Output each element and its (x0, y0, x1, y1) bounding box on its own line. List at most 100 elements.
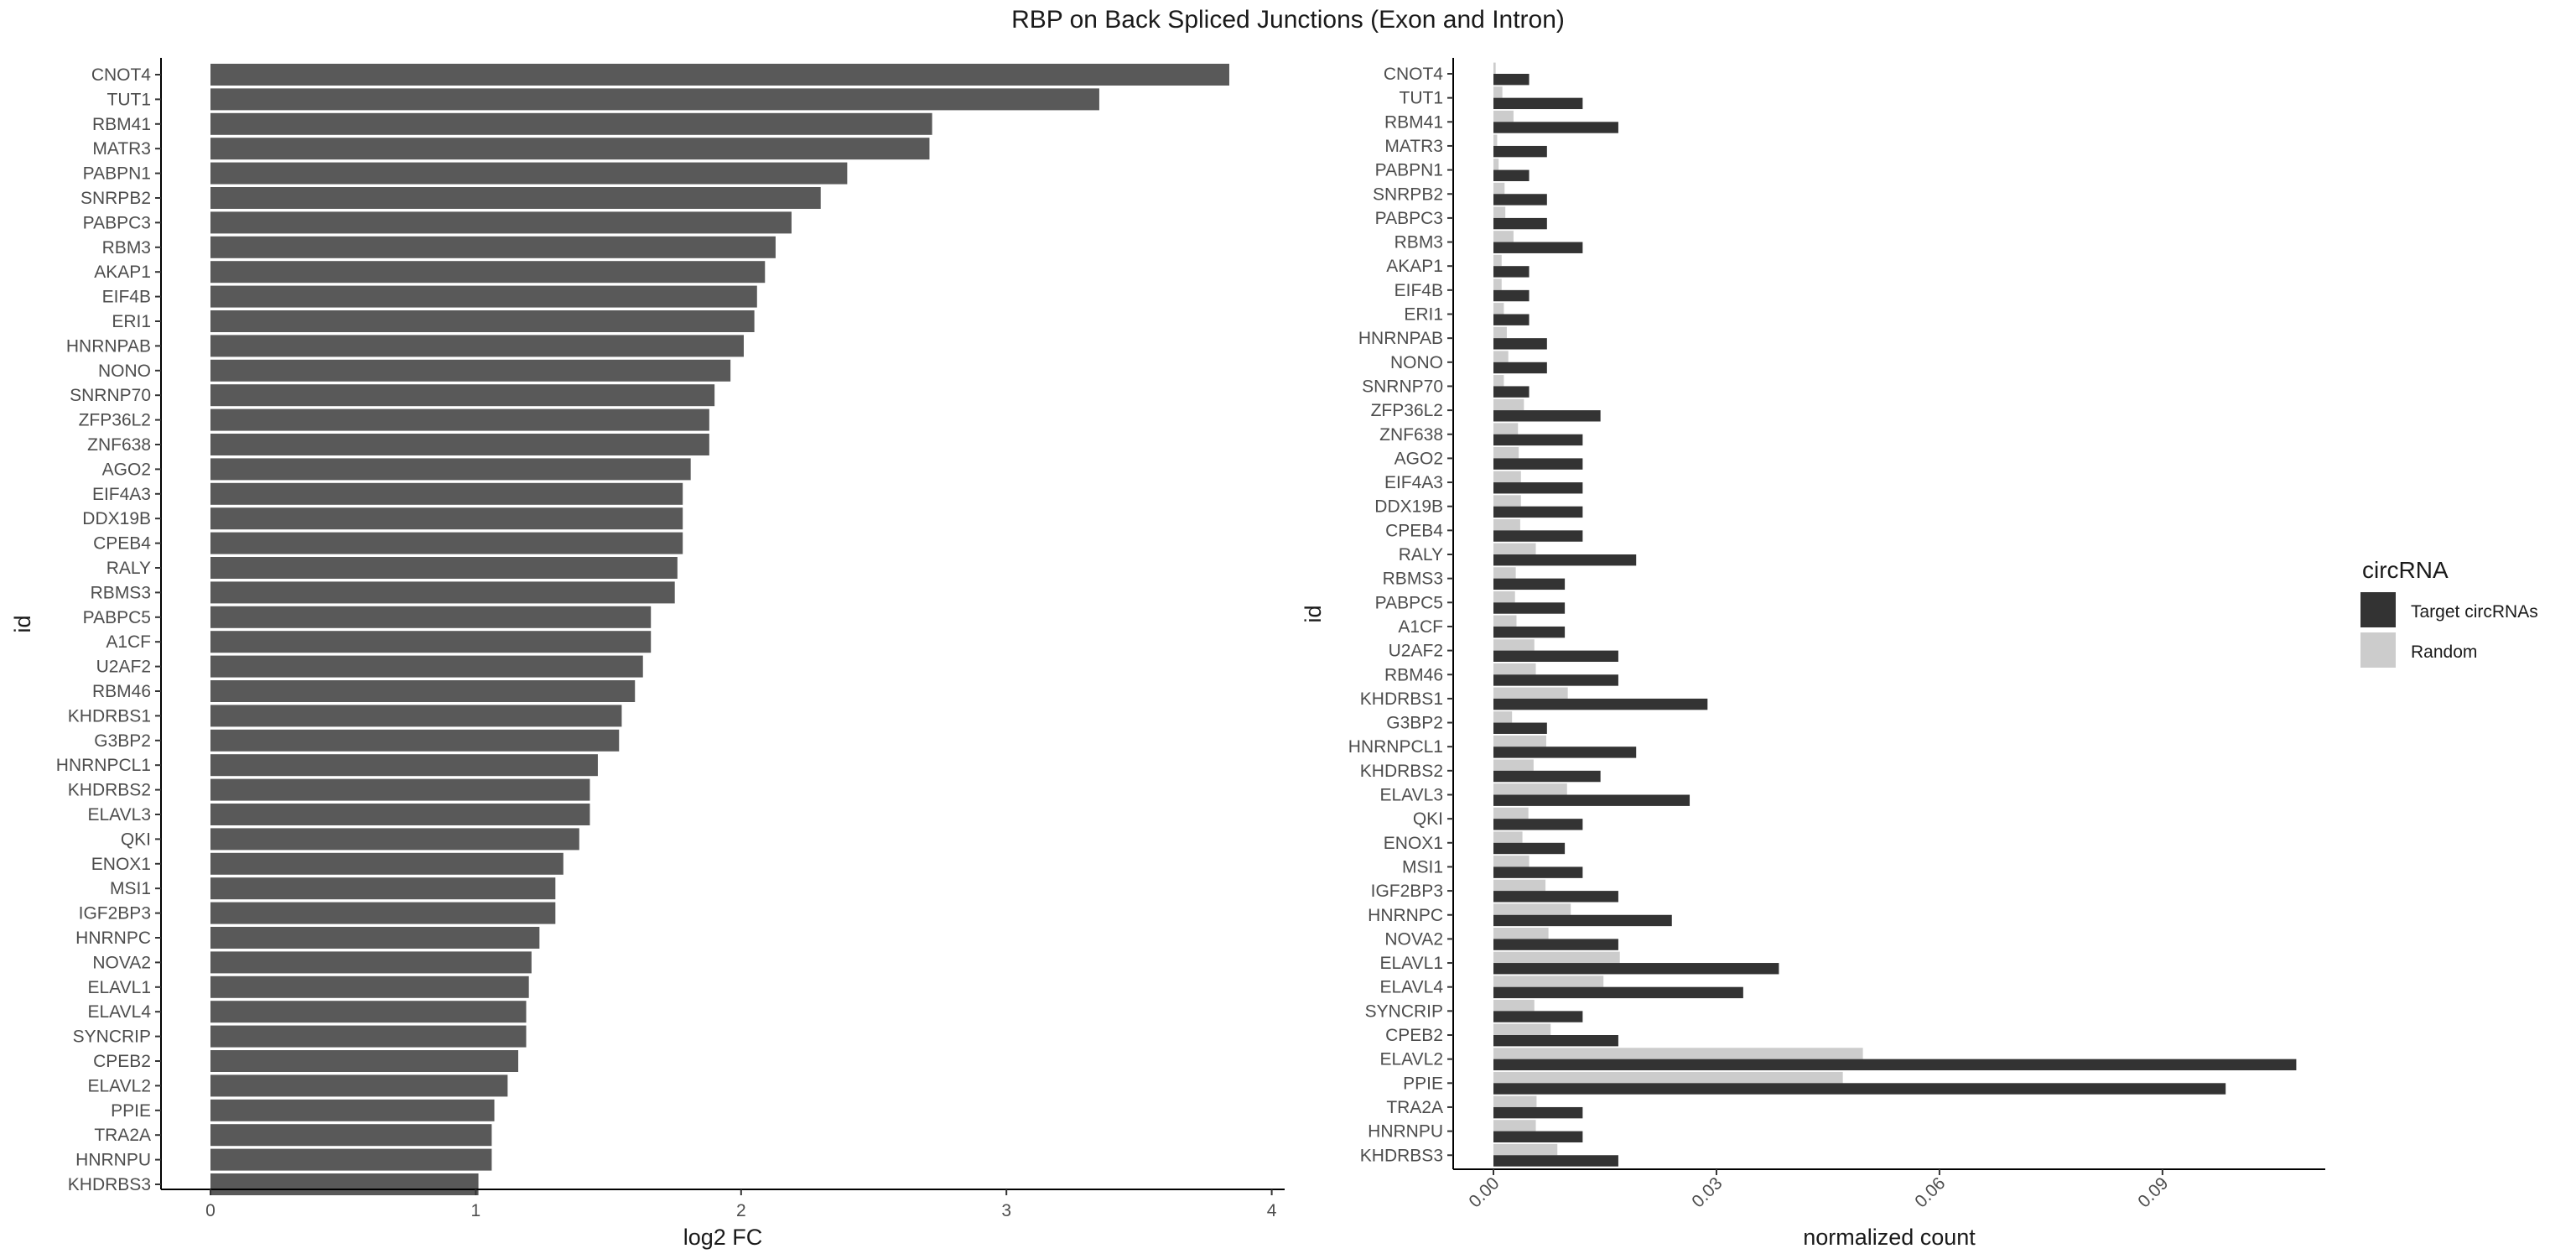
ytick-label-normalized-count: HNRNPCL1 (1348, 737, 1443, 757)
bar-random-snrnp70 (1493, 375, 1504, 387)
ytick-label-log2fc: MSI1 (110, 879, 151, 898)
bar-random-elavl1 (1493, 951, 1620, 964)
ytick-label-normalized-count: MSI1 (1402, 857, 1443, 877)
bar-target-elavl2 (1493, 1059, 2297, 1071)
bar-random-msi1 (1493, 856, 1530, 867)
chart-title: RBP on Back Spliced Junctions (Exon and … (1011, 6, 1565, 34)
ytick-label-normalized-count: KHDRBS1 (1360, 689, 1443, 709)
bar-target-rbm3 (1493, 242, 1583, 253)
bar-random-hnrnpc (1493, 903, 1571, 915)
bar-random-nono (1493, 351, 1509, 362)
ytick-label-normalized-count: RBM46 (1384, 665, 1443, 684)
bar-log2fc-eif4b (210, 285, 757, 308)
ytick-label-log2fc: QKI (121, 830, 151, 849)
ytick-label-normalized-count: KHDRBS2 (1360, 762, 1443, 781)
bar-log2fc-ago2 (210, 458, 691, 481)
ytick-label-normalized-count: CNOT4 (1384, 65, 1443, 84)
bar-random-u2af2 (1493, 639, 1535, 651)
ytick-label-log2fc: CPEB4 (93, 534, 151, 554)
ytick-label-normalized-count: CPEB4 (1385, 521, 1443, 540)
ytick-label-normalized-count: AGO2 (1394, 449, 1443, 468)
bar-log2fc-enox1 (210, 852, 564, 875)
ytick-label-log2fc: PPIE (111, 1101, 151, 1121)
ytick-label-normalized-count: RBM3 (1394, 233, 1443, 252)
bar-random-ddx19b (1493, 495, 1521, 507)
bar-target-znf638 (1493, 434, 1583, 446)
bar-random-tra2a (1493, 1095, 1537, 1107)
xtick-label-log2fc: 2 (736, 1201, 746, 1220)
ytick-label-log2fc: KHDRBS1 (68, 706, 151, 726)
bar-random-cnot4 (1493, 62, 1496, 74)
bar-target-g3bp2 (1493, 722, 1547, 734)
bar-log2fc-raly (210, 557, 678, 579)
bar-log2fc-msi1 (210, 877, 556, 900)
ytick-label-log2fc: ELAVL1 (88, 978, 152, 997)
bar-log2fc-hnrnpu (210, 1148, 492, 1171)
bar-random-raly (1493, 543, 1536, 554)
ytick-label-normalized-count: PABPC3 (1375, 209, 1443, 228)
bar-random-rbm46 (1493, 663, 1536, 675)
bar-target-hnrnpc (1493, 914, 1672, 927)
ytick-label-normalized-count: ENOX1 (1384, 834, 1443, 853)
bar-log2fc-a1cf (210, 631, 652, 653)
ytick-label-log2fc: ENOX1 (91, 855, 151, 874)
normalized-count-y-ticks: CNOT4 TUT1 RBM41 MATR3 PABPN1 SNRPB2 PABPC3 RBM… (1348, 65, 1453, 1165)
bar-log2fc-khdrbs1 (210, 705, 622, 727)
bar-log2fc-cpeb4 (210, 532, 683, 554)
bar-log2fc-igf2bp3 (210, 902, 556, 924)
bar-target-cnot4 (1493, 74, 1530, 86)
bar-random-ppie (1493, 1071, 1843, 1084)
ytick-label-normalized-count: MATR3 (1384, 137, 1443, 156)
normalized-count-panel: CNOT4 TUT1 RBM41 MATR3 PABPN1 SNRPB2 PABPC3 RBM… (1301, 58, 2325, 1250)
ytick-label-normalized-count: TUT1 (1400, 89, 1444, 108)
ytick-label-normalized-count: ELAVL4 (1380, 978, 1444, 997)
ytick-label-normalized-count: SNRNP70 (1362, 377, 1443, 396)
bar-random-tut1 (1493, 86, 1503, 98)
ytick-label-log2fc: SNRPB2 (80, 189, 151, 208)
ytick-label-normalized-count: ELAVL2 (1380, 1050, 1444, 1069)
bar-random-elavl4 (1493, 975, 1604, 987)
ytick-label-normalized-count: HNRNPAB (1358, 329, 1443, 348)
bar-random-hnrnpu (1493, 1120, 1536, 1132)
bar-target-u2af2 (1493, 650, 1618, 662)
ytick-label-log2fc: CNOT4 (91, 65, 151, 85)
bar-random-elavl2 (1493, 1048, 1863, 1059)
bar-target-qki (1493, 819, 1583, 830)
ytick-label-log2fc: IGF2BP3 (79, 904, 151, 923)
ytick-label-normalized-count: SNRPB2 (1373, 185, 1443, 204)
bar-target-hnrnpab (1493, 338, 1547, 350)
ytick-label-normalized-count: HNRNPU (1368, 1122, 1443, 1142)
bar-log2fc-elavl2 (210, 1074, 508, 1097)
bar-random-eif4a3 (1493, 471, 1521, 483)
bar-random-elavl3 (1493, 783, 1567, 795)
bar-target-eif4a3 (1493, 482, 1583, 494)
bar-target-elavl4 (1493, 986, 1743, 999)
bar-random-khdrbs3 (1493, 1143, 1558, 1156)
ytick-label-normalized-count: NONO (1390, 353, 1443, 372)
bar-log2fc-tra2a (210, 1124, 492, 1147)
bar-target-elavl1 (1493, 963, 1779, 975)
legend-label-target: Target circRNAs (2411, 602, 2538, 622)
ytick-label-normalized-count: RBMS3 (1383, 570, 1443, 589)
ytick-label-log2fc: RBM3 (102, 238, 151, 258)
log2fc-y-ticks: CNOT4 TUT1 RBM41 MATR3 PABPN1 SNRPB2 PABPC3 RBM… (56, 65, 161, 1194)
log2fc-x-axis-title: log2 FC (683, 1225, 763, 1250)
ytick-label-normalized-count: EIF4A3 (1384, 473, 1443, 492)
bar-target-akap1 (1493, 266, 1530, 278)
bar-target-rbms3 (1493, 578, 1566, 590)
bar-random-enox1 (1493, 831, 1523, 843)
ytick-label-normalized-count: DDX19B (1374, 497, 1443, 517)
bar-random-khdrbs1 (1493, 687, 1568, 699)
ytick-label-normalized-count: G3BP2 (1386, 714, 1443, 733)
bar-log2fc-hnrnpcl1 (210, 754, 598, 777)
ytick-label-log2fc: U2AF2 (96, 658, 151, 677)
bar-random-akap1 (1493, 254, 1502, 267)
bar-target-khdrbs1 (1493, 698, 1708, 710)
bar-log2fc-cpeb2 (210, 1050, 519, 1072)
bar-random-qki (1493, 807, 1529, 819)
log2fc-y-axis-title: id (10, 615, 35, 632)
bar-log2fc-u2af2 (210, 655, 643, 678)
xtick-label-normalized-count: 0.03 (1688, 1173, 1726, 1211)
bar-log2fc-elavl3 (210, 804, 590, 825)
bar-target-tra2a (1493, 1106, 1583, 1119)
